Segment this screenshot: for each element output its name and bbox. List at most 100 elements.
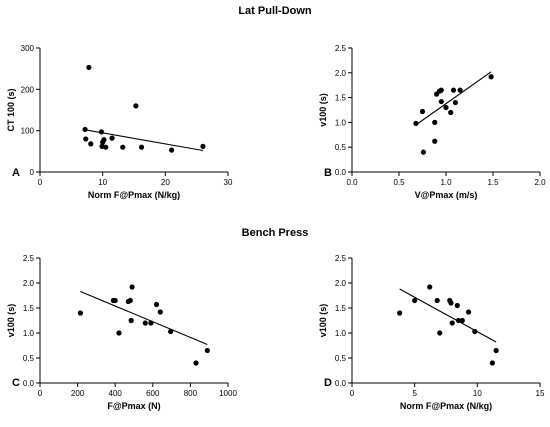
y-tick-label: 1.5 [23, 304, 35, 313]
data-point [427, 284, 433, 290]
x-axis-label: Norm F@Pmax (N/kg) [88, 190, 180, 200]
y-axis-label: v100 (s) [6, 304, 16, 338]
data-point [450, 87, 457, 93]
regression-line [85, 129, 204, 152]
regression-line [415, 71, 492, 126]
data-point [493, 347, 499, 354]
data-point [157, 309, 163, 315]
x-tick-label: 0 [38, 389, 43, 398]
x-tick-label: 0.0 [346, 178, 358, 187]
data-point [489, 360, 495, 366]
y-tick-label: 1.0 [335, 329, 347, 338]
y-tick-label: 0.0 [335, 168, 347, 177]
data-point [103, 144, 109, 150]
data-point [413, 120, 419, 126]
data-point [153, 301, 160, 308]
data-point [88, 141, 94, 147]
data-point [455, 317, 462, 324]
panel-letter: C [12, 377, 20, 389]
data-point [127, 297, 133, 304]
regression-line [399, 288, 497, 343]
x-tick-label: 1.0 [440, 178, 452, 187]
data-point [98, 129, 105, 135]
y-tick-label: 0.5 [335, 354, 347, 363]
data-point [443, 104, 449, 111]
y-tick-label: 0.5 [335, 143, 347, 152]
data-point [472, 328, 478, 335]
x-tick-label: 10 [473, 389, 482, 398]
x-tick-label: 5 [412, 389, 417, 398]
section-title-lat-pull-down: Lat Pull-Down [238, 5, 312, 17]
x-tick-label: 15 [536, 389, 545, 398]
data-point [204, 347, 210, 354]
data-point [83, 136, 89, 142]
x-tick-label: 800 [184, 389, 198, 398]
data-point [452, 99, 458, 106]
data-point [448, 300, 454, 306]
data-point [438, 87, 444, 93]
data-point [77, 310, 84, 316]
data-point [465, 309, 472, 315]
data-point [168, 328, 174, 335]
data-point [128, 317, 134, 324]
y-tick-label: 1.5 [335, 94, 347, 103]
y-tick-label: 2.5 [23, 254, 35, 263]
y-tick-label: 1.0 [335, 118, 347, 127]
x-tick-label: 0.5 [393, 178, 405, 187]
data-point [120, 144, 126, 150]
y-tick-label: 2.5 [335, 254, 347, 263]
section-title-bench-press: Bench Press [242, 227, 309, 239]
y-tick-label: 2.0 [335, 279, 347, 288]
y-axis-label: v100 (s) [318, 93, 328, 127]
x-tick-label: 1000 [219, 389, 237, 398]
data-point [109, 135, 115, 141]
x-tick-label: 200 [71, 389, 85, 398]
scatter-panel-c: 0 200 400 600 800 1000 0.0 0.5 1.0 1.5 2.0 2.5 F@Pma… [6, 254, 237, 411]
y-tick-label: 100 [21, 127, 35, 136]
y-tick-label: 0.0 [23, 379, 35, 388]
data-point [397, 310, 403, 316]
y-tick-label: 0.5 [23, 354, 35, 363]
data-point [200, 143, 206, 149]
data-point [488, 74, 494, 80]
data-point [434, 297, 440, 304]
data-point [432, 138, 438, 144]
y-tick-label: 0.0 [335, 379, 347, 388]
data-point [148, 320, 154, 326]
y-tick-label: 2.0 [23, 279, 35, 288]
x-tick-label: 10 [98, 178, 107, 187]
y-axis-label: v100 (s) [318, 304, 328, 338]
y-tick-label: 300 [21, 44, 35, 53]
data-point [419, 108, 426, 115]
y-tick-label: 1.5 [335, 304, 347, 313]
x-tick-label: 600 [146, 389, 160, 398]
data-point [437, 330, 443, 336]
x-tick-label: 2.0 [534, 178, 546, 187]
x-axis-label: F@Pmax (N) [107, 401, 160, 411]
x-axis-label: V@Pmax (m/s) [415, 190, 478, 200]
data-point [432, 119, 438, 125]
data-point [449, 320, 455, 326]
x-tick-label: 400 [109, 389, 123, 398]
panel-letter: D [324, 377, 332, 389]
x-tick-label: 20 [161, 178, 170, 187]
scatter-panel-d: 0 5 10 15 0.0 0.5 1.0 1.5 2.0 2.5 Norm F@Pmax (N/k… [318, 254, 545, 411]
y-axis-label: CT 100 (s) [6, 88, 16, 131]
data-point [169, 147, 175, 153]
y-tick-label: 1.0 [23, 329, 35, 338]
x-tick-label: 0 [350, 389, 355, 398]
data-point [420, 149, 427, 155]
data-point [133, 103, 139, 109]
y-tick-label: 2.0 [335, 69, 347, 78]
data-point [438, 98, 444, 105]
data-point [459, 317, 465, 324]
x-axis-label: Norm F@Pmax (N/kg) [400, 401, 492, 411]
scatter-panel-b: 0.0 0.5 1.0 1.5 2.0 0.0 0.5 1.0 1.5 2.0 2.5 V@Pmax … [318, 44, 546, 200]
data-point [454, 302, 460, 309]
data-point [142, 320, 148, 326]
data-point [116, 330, 122, 336]
data-point [193, 360, 199, 366]
